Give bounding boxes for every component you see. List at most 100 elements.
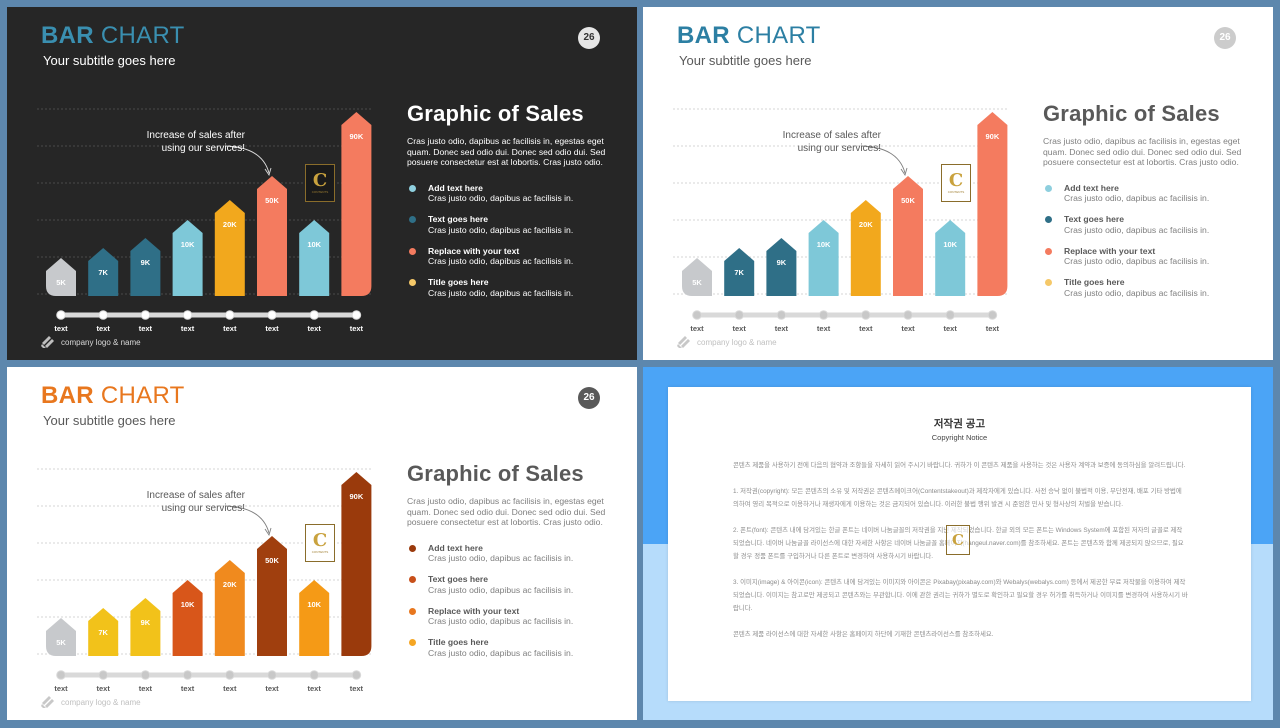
bar-2 bbox=[88, 248, 119, 296]
bar-chart: 5K 7K 9K 10K 20K 50K 10K 90K text text text text tex… bbox=[673, 99, 1013, 335]
legend-item-text: Cras justo odio, dapibus ac facilisis in… bbox=[428, 224, 574, 235]
bar-value-label: 20K bbox=[223, 220, 237, 229]
legend-item-text: Cras justo odio, dapibus ac facilisis in… bbox=[1064, 224, 1210, 235]
page-number-badge: 26 bbox=[1214, 27, 1236, 49]
timeline-dot bbox=[98, 310, 108, 320]
timeline-dot bbox=[987, 310, 998, 320]
bar-value-label: 5K bbox=[692, 278, 702, 287]
contents-stamp-logo: C CONTENTS bbox=[941, 164, 971, 202]
category-label: text bbox=[223, 324, 237, 333]
bar-3 bbox=[130, 238, 161, 296]
category-label: text bbox=[986, 324, 1000, 333]
bullet-dot-icon bbox=[1045, 279, 1052, 286]
timeline-dot bbox=[98, 670, 108, 680]
chart-annotation: Increase of sales after using our servic… bbox=[146, 130, 245, 154]
title-bold: BAR bbox=[677, 22, 730, 49]
annotation-arrow bbox=[860, 145, 906, 174]
slide-light-theme[interactable]: BAR CHART Your subtitle goes here 26 5K 7K 9K… bbox=[643, 7, 1273, 360]
legend-item: Text goes here Cras justo odio, dapibus a… bbox=[1043, 214, 1243, 246]
logo-icon bbox=[40, 334, 56, 350]
legend-item-text: Cras justo odio, dapibus ac facilisis in… bbox=[428, 287, 574, 298]
legend-item-title: Add text here bbox=[428, 542, 483, 553]
panel-description: Cras justo odio, dapibus ac facilisis in… bbox=[1043, 136, 1242, 167]
bar-value-label: 7K bbox=[98, 268, 108, 277]
bar-7 bbox=[299, 220, 330, 296]
legend-item-title: Title goes here bbox=[1064, 277, 1125, 287]
bar-5 bbox=[214, 560, 245, 656]
timeline-dot bbox=[182, 670, 193, 680]
panel-description: Cras justo odio, dapibus ac facilisis in… bbox=[407, 136, 606, 167]
timeline-dot bbox=[351, 310, 362, 320]
legend-item: Text goes here Cras justo odio, dapibus a… bbox=[407, 574, 607, 606]
title-bold: BAR bbox=[41, 382, 94, 409]
slide-title: BAR CHART bbox=[41, 22, 185, 50]
timeline-dot bbox=[861, 310, 871, 320]
chart-annotation: Increase of sales after using our servic… bbox=[146, 490, 245, 514]
bar-value-label: 7K bbox=[98, 628, 108, 637]
timeline-dot bbox=[351, 670, 362, 680]
bar-7 bbox=[299, 580, 330, 656]
category-label: text bbox=[181, 684, 195, 693]
contents-stamp-logo: C bbox=[946, 525, 970, 555]
legend-item: Title goes here Cras justo odio, dapibus … bbox=[407, 277, 607, 309]
timeline-dot bbox=[140, 310, 151, 320]
legend-item-title: Replace with your text bbox=[1064, 245, 1156, 256]
title-light: CHART bbox=[100, 22, 185, 49]
bar-6 bbox=[257, 536, 287, 656]
bullet-dot-icon bbox=[409, 544, 416, 552]
category-label: text bbox=[265, 324, 279, 333]
slide-copyright-notice[interactable]: 저작권 공고 Copyright Notice 콘텐츠 제품을 사용하기 전에 … bbox=[643, 367, 1273, 720]
bar-value-label: 10K bbox=[181, 240, 195, 249]
contents-stamp-logo: C CONTENTS bbox=[305, 524, 335, 562]
bar-value-label: 10K bbox=[943, 240, 957, 249]
category-label: text bbox=[944, 324, 958, 333]
legend-item-title: Text goes here bbox=[428, 214, 489, 224]
timeline-dot bbox=[182, 310, 193, 320]
notice-paragraph: 3. 이미지(image) & 아이콘(icon): 콘텐츠 내에 담겨있는 이… bbox=[733, 579, 1188, 612]
timeline-dot bbox=[225, 670, 235, 680]
slide-orange-theme[interactable]: BAR CHART Your subtitle goes here 26 5K 7K 9K… bbox=[7, 367, 637, 720]
slide-dark-theme[interactable]: BAR CHART Your subtitle goes here 26 5K 7K 9K… bbox=[7, 7, 637, 360]
logo-text: company logo & name bbox=[61, 337, 141, 347]
bar-chart-svg: 5K 7K 9K 10K 20K 50K 10K 90K text text text text tex… bbox=[37, 468, 372, 693]
bar-value-label: 50K bbox=[265, 556, 279, 565]
category-label: text bbox=[308, 684, 322, 693]
sales-info-panel: Graphic of Sales Cras justo odio, dapibus… bbox=[407, 101, 607, 309]
bar-value-label: 5K bbox=[56, 278, 66, 287]
category-label: text bbox=[139, 324, 153, 333]
company-logo: company logo & name bbox=[676, 334, 777, 350]
bar-chart: 5K 7K 9K 10K 20K 50K 10K 90K text text text text tex… bbox=[37, 459, 377, 695]
bullet-dot-icon bbox=[1045, 184, 1052, 192]
bar-1 bbox=[46, 618, 76, 656]
bar-value-label: 5K bbox=[56, 638, 66, 647]
legend-item-title: Replace with your text bbox=[428, 605, 520, 616]
bullet-dot-icon bbox=[409, 639, 416, 646]
panel-heading: Graphic of Sales bbox=[407, 101, 584, 126]
logo-icon bbox=[40, 694, 56, 710]
timeline-dot bbox=[225, 310, 235, 320]
legend-item: Add text here Cras justo odio, dapibus ac… bbox=[1043, 183, 1243, 215]
timeline-dot bbox=[56, 310, 66, 320]
legend-item-text: Cras justo odio, dapibus ac facilisis in… bbox=[1064, 193, 1210, 203]
timeline-dot bbox=[140, 670, 151, 680]
category-label: text bbox=[265, 684, 279, 693]
bar-value-label: 9K bbox=[141, 258, 151, 267]
bar-6 bbox=[257, 176, 287, 296]
category-label: text bbox=[97, 684, 111, 693]
timeline-dot bbox=[945, 310, 956, 320]
sales-info-panel: Graphic of Sales Cras justo odio, dapibus… bbox=[1043, 101, 1243, 309]
bar-value-label: 10K bbox=[817, 240, 831, 249]
legend-item-title: Text goes here bbox=[428, 574, 489, 584]
bar-5 bbox=[214, 200, 245, 296]
bar-value-label: 90K bbox=[350, 132, 364, 141]
legend-item: Add text here Cras justo odio, dapibus ac… bbox=[407, 543, 607, 575]
category-label: text bbox=[775, 324, 789, 333]
bar-4 bbox=[172, 580, 203, 656]
bar-2 bbox=[724, 248, 755, 296]
category-label: text bbox=[139, 684, 153, 693]
notice-paper: 저작권 공고 Copyright Notice 콘텐츠 제품을 사용하기 전에 … bbox=[668, 387, 1251, 701]
company-logo: company logo & name bbox=[40, 694, 141, 710]
timeline-dot bbox=[267, 310, 277, 320]
legend-item: Replace with your text Cras justo odio, d… bbox=[407, 606, 607, 638]
contents-stamp-logo: C CONTENTS bbox=[305, 164, 335, 202]
